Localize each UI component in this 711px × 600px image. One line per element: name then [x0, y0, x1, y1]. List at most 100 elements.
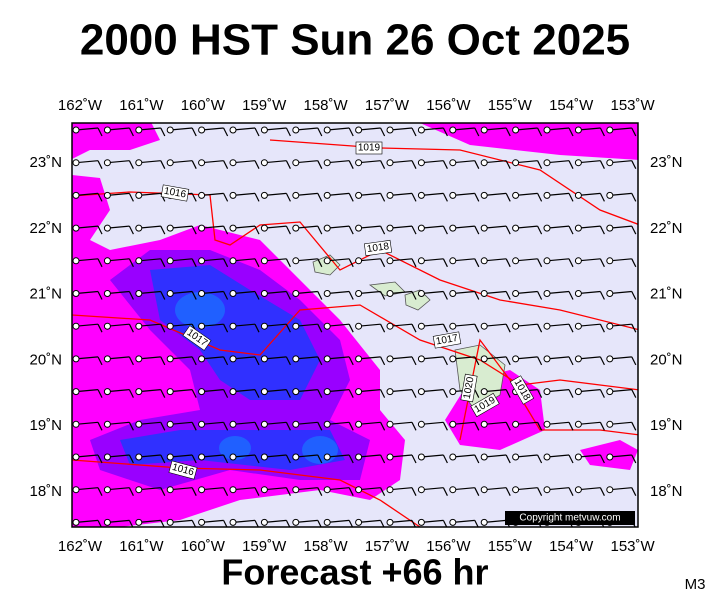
isobar-label-box — [460, 373, 478, 403]
isobar-label-box — [182, 325, 212, 351]
barb-flag — [474, 520, 479, 527]
wind-barb — [449, 290, 480, 300]
station — [292, 257, 300, 265]
barb-flag — [285, 127, 291, 137]
wind-barb — [449, 518, 479, 527]
barb-flag — [97, 127, 103, 137]
wind-barb — [449, 322, 480, 333]
station — [386, 453, 394, 461]
barb-shaft — [327, 192, 350, 196]
barb-shaft — [107, 454, 130, 458]
station — [512, 159, 520, 167]
wind-barb — [480, 420, 511, 431]
barb-shaft — [484, 192, 507, 196]
wind-barb — [574, 388, 605, 398]
station — [512, 453, 520, 461]
station — [292, 486, 300, 494]
station — [166, 257, 174, 265]
barb-shaft — [232, 421, 256, 425]
barb-shaft — [138, 454, 161, 458]
wind-barb — [103, 126, 134, 137]
barb-shaft — [232, 160, 256, 164]
barb-flag — [505, 389, 511, 398]
barb-flag — [380, 422, 386, 431]
barb-flag — [160, 422, 166, 431]
station — [260, 290, 268, 297]
barb-flag — [537, 193, 543, 202]
station — [543, 191, 551, 199]
barb-flag — [254, 193, 260, 202]
barb-shaft — [578, 487, 601, 491]
barb-shaft — [170, 160, 193, 164]
station — [512, 224, 520, 232]
station — [637, 128, 638, 132]
barb-flag — [442, 193, 448, 202]
barb-shaft — [295, 454, 318, 458]
barb-flag — [160, 356, 166, 366]
lon-label: 158˚W — [304, 538, 349, 555]
station — [480, 224, 488, 232]
station — [166, 453, 174, 461]
barb-shaft — [327, 356, 350, 360]
wind-barb — [260, 453, 291, 464]
wind-barb — [292, 355, 323, 366]
barb-shaft — [327, 389, 350, 393]
barb-shaft — [295, 127, 318, 131]
barb-shaft — [138, 258, 161, 262]
wind-barb — [135, 518, 165, 527]
lat-label: 18˚N — [650, 483, 683, 500]
station — [229, 126, 237, 134]
wind-barb — [166, 388, 197, 398]
lon-label: 154˚W — [549, 538, 594, 555]
barb-flag — [348, 160, 354, 169]
wind-barb — [260, 224, 291, 235]
barb-shaft — [578, 160, 601, 164]
barb-flag — [474, 193, 480, 202]
isobar-label-box — [509, 375, 535, 405]
barb-shaft — [452, 519, 475, 523]
station — [323, 518, 331, 526]
barb-shaft — [75, 225, 99, 229]
wind-barb — [417, 159, 448, 169]
wind-barb — [606, 355, 637, 366]
barb-shaft — [546, 127, 570, 131]
barb-flag — [223, 454, 229, 464]
barb-flag — [160, 258, 166, 268]
barb-shaft — [421, 356, 444, 360]
barb-flag — [348, 291, 354, 300]
wind-barb — [229, 257, 260, 268]
station — [417, 355, 425, 363]
barb-flag — [128, 225, 134, 235]
station — [543, 420, 551, 428]
barb-shaft — [232, 519, 256, 523]
wind-barb — [229, 453, 260, 464]
barb-shaft — [201, 454, 224, 458]
station — [449, 224, 457, 232]
wind-barb — [292, 388, 323, 398]
station — [637, 193, 638, 197]
station — [323, 191, 331, 199]
barb-flag — [631, 323, 637, 333]
barb-shaft — [327, 487, 350, 491]
isobar-label: 1016 — [168, 460, 198, 480]
station — [386, 518, 394, 526]
wind-barb — [606, 420, 637, 431]
barb-flag — [505, 454, 511, 464]
wind-barb — [260, 322, 291, 333]
wind-barb — [72, 126, 103, 137]
barb-flag — [442, 356, 448, 366]
station — [574, 126, 582, 134]
wind-barb — [323, 453, 354, 464]
station — [355, 159, 363, 167]
barb-flag — [97, 323, 103, 333]
barb-shaft — [484, 389, 507, 393]
station — [198, 388, 206, 396]
wind-barb — [480, 453, 511, 464]
station — [449, 453, 457, 461]
wind-barb — [417, 420, 448, 431]
wind-barb — [417, 126, 448, 137]
wind-barb — [606, 486, 637, 496]
barb-flag — [223, 258, 229, 268]
wind-barb — [606, 322, 637, 333]
wind-barb — [103, 420, 134, 431]
